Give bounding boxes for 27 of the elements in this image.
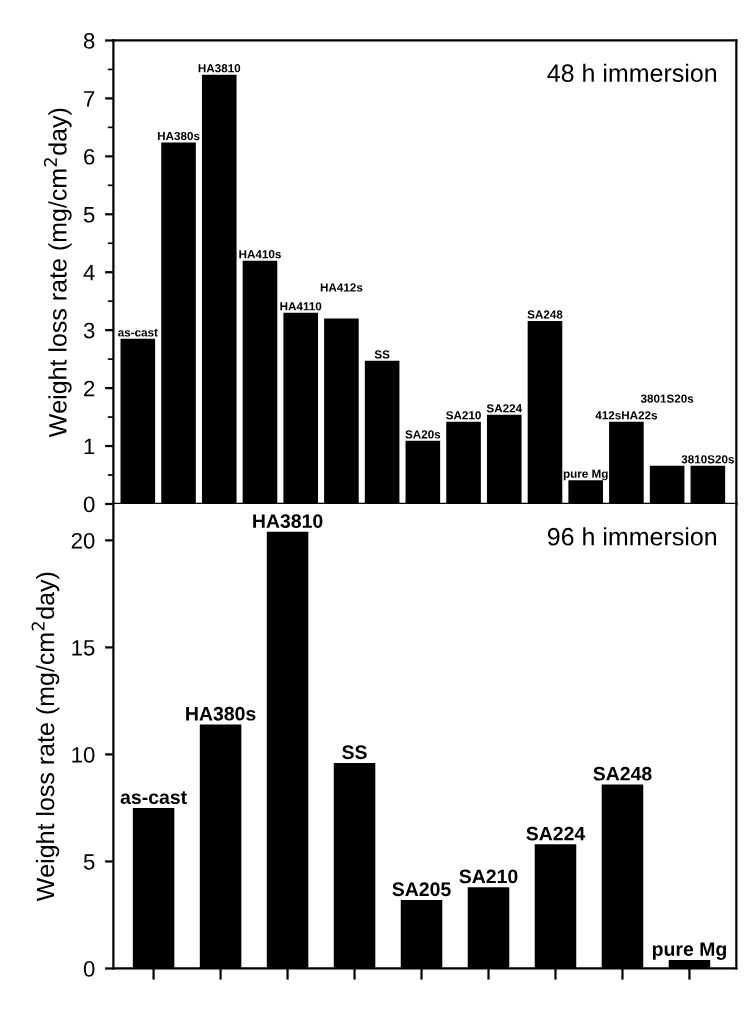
x-tick-label: SA205 [392, 882, 451, 897]
y-tick-label: 20 [71, 532, 95, 549]
y-tick-label: 15 [72, 640, 95, 656]
y-tick-label: 7 [84, 91, 95, 107]
y-tick-label: 10 [72, 746, 95, 763]
x-tick-label: SA210 [459, 869, 518, 884]
y-tick-label: 5 [83, 854, 95, 870]
y-tick-label: 1 [84, 438, 95, 455]
y-tick-label: 4 [83, 264, 95, 281]
x-tick-label: as-cast [120, 791, 187, 805]
annotation: 48 h immersion [547, 63, 717, 83]
x-tick-label: SA248 [593, 766, 652, 781]
y-tick-label: 0 [83, 496, 95, 513]
x-tick-label: HA380s [186, 706, 256, 721]
y-tick-label: 6 [84, 148, 95, 165]
y-tick-label: 5 [83, 207, 95, 223]
x-tick-label: pure Mg [652, 942, 726, 960]
x-tick-label: SS [342, 745, 367, 760]
y-tick-label: 2 [84, 380, 95, 397]
y-axis-title: Weight loss rate (mg/cm$^{2}$day) [43, 108, 72, 438]
x-tick-label: HA3810 [253, 514, 323, 528]
y-tick-label: 3 [83, 322, 95, 339]
x-tick-label: SA224 [526, 826, 586, 841]
y-tick-label: 0 [83, 961, 95, 977]
annotation: 96 h immersion [547, 527, 717, 546]
y-axis-title: Weight loss rate (mg/cm$^{2}$day) [31, 572, 60, 902]
y-tick-label: 8 [83, 33, 95, 49]
